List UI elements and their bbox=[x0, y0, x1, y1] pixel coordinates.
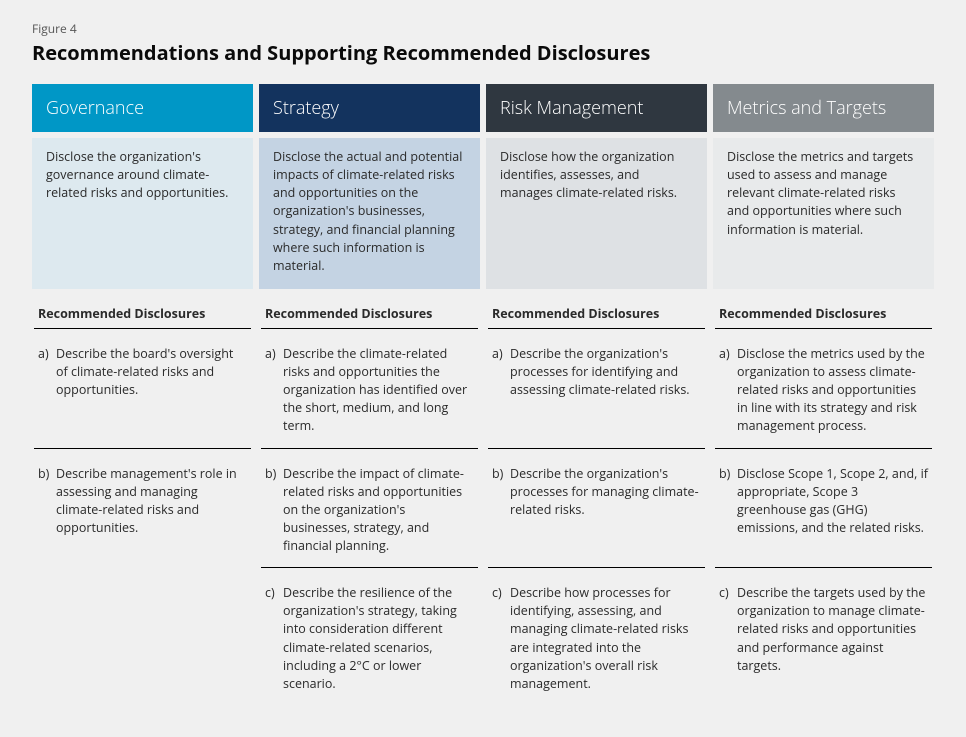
risk_management-header: Risk Management bbox=[486, 84, 707, 132]
strategy-disclosure-2-text: Describe the impact of climate-related r… bbox=[283, 465, 474, 556]
governance-disclosure-1-text: Describe the board's oversight of climat… bbox=[56, 345, 247, 436]
risk_management-disclosure-2-label: b) bbox=[492, 465, 510, 556]
risk_management-disclosure-3: c)Describe how processes for identifying… bbox=[488, 574, 705, 705]
governance-disclosure-2: b)Describe management's role in assessin… bbox=[34, 455, 251, 569]
metrics_targets-disclosure-1-label: a) bbox=[719, 345, 737, 436]
metrics_targets-disclosure-3-text: Describe the targets used by the organiz… bbox=[737, 584, 928, 693]
strategy-disclosure-3-label: c) bbox=[265, 584, 283, 693]
strategy-recommended-disclosures-heading: Recommended Disclosures bbox=[261, 295, 478, 329]
risk_management-intro: Disclose how the organization identifies… bbox=[486, 138, 707, 289]
strategy-disclosure-1-label: a) bbox=[265, 345, 283, 436]
columns-grid: GovernanceStrategyRisk ManagementMetrics… bbox=[32, 84, 934, 705]
governance-recommended-disclosures-heading: Recommended Disclosures bbox=[34, 295, 251, 329]
metrics_targets-disclosure-2: b)Disclose Scope 1, Scope 2, and, if app… bbox=[715, 455, 932, 569]
governance-disclosure-3 bbox=[34, 574, 251, 705]
governance-intro: Disclose the organization's governance a… bbox=[32, 138, 253, 289]
metrics_targets-disclosure-1-text: Disclose the metrics used by the organiz… bbox=[737, 345, 928, 436]
metrics_targets-disclosure-2-label: b) bbox=[719, 465, 737, 556]
strategy-disclosure-1-text: Describe the climate-related risks and o… bbox=[283, 345, 474, 436]
strategy-disclosure-3: c)Describe the resilience of the organiz… bbox=[261, 574, 478, 705]
metrics_targets-disclosure-3: c)Describe the targets used by the organ… bbox=[715, 574, 932, 705]
page-title: Recommendations and Supporting Recommend… bbox=[32, 39, 934, 66]
risk_management-disclosure-1-text: Describe the organization's processes fo… bbox=[510, 345, 701, 436]
risk_management-disclosure-3-text: Describe how processes for identifying, … bbox=[510, 584, 701, 693]
risk_management-disclosure-2-text: Describe the organization's processes fo… bbox=[510, 465, 701, 556]
metrics_targets-disclosure-1: a)Disclose the metrics used by the organ… bbox=[715, 335, 932, 449]
strategy-header: Strategy bbox=[259, 84, 480, 132]
strategy-disclosure-2: b)Describe the impact of climate-related… bbox=[261, 455, 478, 569]
governance-header: Governance bbox=[32, 84, 253, 132]
strategy-intro: Disclose the actual and potential impact… bbox=[259, 138, 480, 289]
governance-disclosure-2-label: b) bbox=[38, 465, 56, 557]
metrics_targets-disclosure-3-label: c) bbox=[719, 584, 737, 693]
risk_management-disclosure-1-label: a) bbox=[492, 345, 510, 436]
strategy-disclosure-2-label: b) bbox=[265, 465, 283, 556]
governance-disclosure-1: a)Describe the board's oversight of clim… bbox=[34, 335, 251, 449]
strategy-disclosure-3-text: Describe the resilience of the organizat… bbox=[283, 584, 474, 693]
metrics_targets-recommended-disclosures-heading: Recommended Disclosures bbox=[715, 295, 932, 329]
risk_management-disclosure-3-label: c) bbox=[492, 584, 510, 693]
metrics_targets-disclosure-2-text: Disclose Scope 1, Scope 2, and, if appro… bbox=[737, 465, 928, 556]
strategy-disclosure-1: a)Describe the climate-related risks and… bbox=[261, 335, 478, 449]
risk_management-disclosure-1: a)Describe the organization's processes … bbox=[488, 335, 705, 449]
risk_management-recommended-disclosures-heading: Recommended Disclosures bbox=[488, 295, 705, 329]
metrics_targets-intro: Disclose the metrics and targets used to… bbox=[713, 138, 934, 289]
figure-label: Figure 4 bbox=[32, 20, 934, 37]
governance-disclosure-2-text: Describe management's role in assessing … bbox=[56, 465, 247, 557]
risk_management-disclosure-2: b)Describe the organization's processes … bbox=[488, 455, 705, 569]
governance-disclosure-1-label: a) bbox=[38, 345, 56, 436]
metrics_targets-header: Metrics and Targets bbox=[713, 84, 934, 132]
